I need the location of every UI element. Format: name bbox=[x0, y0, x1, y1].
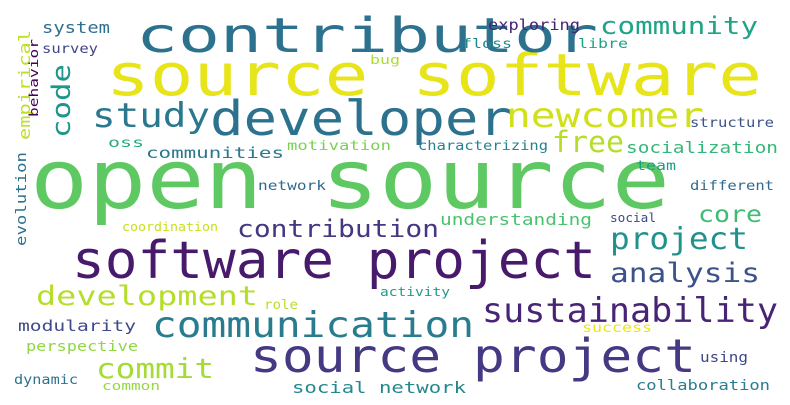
word-bug: bug bbox=[370, 53, 400, 67]
word-communities: communities bbox=[146, 144, 284, 162]
word-evolution: evolution bbox=[14, 152, 30, 246]
word-different: different bbox=[690, 179, 774, 194]
word-role: role bbox=[264, 298, 298, 313]
word-analysis: analysis bbox=[610, 258, 760, 289]
word-floss: floss bbox=[462, 37, 512, 52]
word-source-software: source software bbox=[106, 41, 762, 109]
word-survey: survey bbox=[42, 42, 98, 57]
word-project: project bbox=[610, 222, 748, 257]
word-collaboration: collaboration bbox=[636, 378, 770, 394]
word-perspective: perspective bbox=[26, 339, 138, 355]
word-activity: activity bbox=[380, 285, 450, 299]
word-core: code bbox=[47, 64, 77, 138]
word-dynamic: dynamic bbox=[14, 373, 78, 388]
word-source-project: source project bbox=[250, 329, 696, 383]
word-developer: developer bbox=[210, 91, 512, 147]
word-socialization: socialization bbox=[626, 138, 778, 157]
word-code: core bbox=[698, 202, 762, 228]
word-empirical: empirical bbox=[15, 30, 34, 140]
word-oss: oss bbox=[108, 136, 144, 151]
word-coordination: coordination bbox=[122, 220, 218, 234]
word-modularity: modularity bbox=[18, 317, 136, 335]
word-sustainability: sustainability bbox=[482, 291, 778, 331]
word-exploring: exploring bbox=[488, 16, 580, 34]
word-team: team bbox=[636, 159, 676, 174]
word-understanding: understanding bbox=[440, 210, 592, 229]
word-software-project: software project bbox=[72, 231, 596, 291]
word-contributor: contributor bbox=[136, 8, 598, 64]
word-network: network bbox=[258, 179, 326, 194]
word-study: study bbox=[92, 96, 210, 136]
word-free: free bbox=[552, 125, 624, 159]
word-development: development bbox=[36, 281, 258, 312]
word-structure: structure bbox=[690, 116, 774, 131]
word-newcomer: newcomer bbox=[506, 96, 704, 136]
word-communication: communication bbox=[152, 305, 474, 346]
word-social: social bbox=[610, 211, 656, 225]
word-open-source: open source bbox=[30, 133, 670, 228]
word-motivation: motivation bbox=[287, 139, 391, 154]
word-behavior: behavior bbox=[27, 39, 41, 117]
word-common: common bbox=[102, 379, 160, 393]
word-libre: libre bbox=[578, 37, 628, 52]
word-characterizing: characterizing bbox=[418, 139, 548, 154]
word-community: community bbox=[600, 12, 758, 40]
word-system: system bbox=[42, 18, 110, 37]
word-contribution: contribution bbox=[237, 215, 439, 243]
word-success: success bbox=[582, 321, 652, 336]
word-commit: commit bbox=[96, 352, 214, 385]
word-using: using bbox=[700, 350, 748, 366]
word-social-network: social network bbox=[292, 378, 466, 397]
